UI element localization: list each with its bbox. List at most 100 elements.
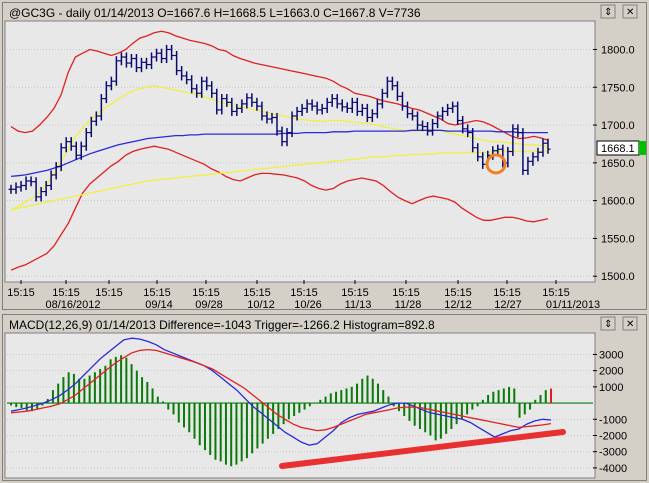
price-xtick-date: 11/13 <box>345 299 372 309</box>
price-xtick-date: 11/28 <box>395 299 422 309</box>
price-bar <box>354 97 360 116</box>
price-bar <box>43 180 49 197</box>
resize-icon: ⇕ <box>604 319 612 330</box>
price-bar <box>384 76 390 98</box>
price-xtick-date: 09/14 <box>145 299 173 309</box>
price-xtick-time: 15:15 <box>341 287 369 299</box>
price-bar <box>334 94 340 109</box>
price-xtick-date: 12/12 <box>444 299 472 309</box>
price-bar <box>8 184 14 194</box>
price-bar <box>319 103 325 115</box>
price-bar <box>475 143 481 162</box>
price-ytick-label: 1650.0 <box>601 158 635 170</box>
price-bar <box>435 111 441 129</box>
price-xtick-time: 15:15 <box>392 287 420 299</box>
price-xtick-time: 15:15 <box>7 287 35 299</box>
price-bar <box>369 109 375 123</box>
price-bar <box>209 81 215 98</box>
last-price-marker: 1668.1 <box>596 140 646 156</box>
price-bar <box>28 176 34 187</box>
slow-ma-line <box>10 150 548 211</box>
price-bar <box>409 109 415 121</box>
price-xtick-time: 15:15 <box>192 287 220 299</box>
price-bar <box>63 137 69 153</box>
price-bar <box>123 52 129 68</box>
price-xtick-time: 15:15 <box>542 287 570 299</box>
price-bar <box>399 91 405 111</box>
last-price-label: 1668.1 <box>601 143 635 155</box>
price-bar <box>284 128 290 147</box>
price-bar <box>33 177 39 202</box>
price-resize-button[interactable]: ⇕ <box>600 4 616 19</box>
price-xtick-date: 01/11/2013 <box>546 299 600 309</box>
price-bar <box>460 115 466 134</box>
price-bar <box>420 120 426 132</box>
price-xtick-date: 09/28 <box>195 299 223 309</box>
price-chart-pane[interactable]: @GC3G - daily 01/14/2013 O=1667.6 H=1668… <box>2 2 647 310</box>
price-bar <box>144 57 150 70</box>
price-bar <box>58 143 64 172</box>
price-bar <box>520 128 526 175</box>
price-bar <box>138 57 144 73</box>
price-bar <box>118 52 124 66</box>
macd-chart-svg[interactable]: MACD(12,26,9) 01/14/2013 Difference=-104… <box>3 315 646 480</box>
price-bar <box>229 97 235 116</box>
price-bar <box>179 66 185 81</box>
price-xtick-time: 15:15 <box>52 287 80 299</box>
price-bar <box>510 124 516 157</box>
price-bar <box>164 44 170 64</box>
price-bar <box>224 94 230 107</box>
price-bar <box>133 53 139 73</box>
price-bar <box>274 112 280 136</box>
macd-ytick-label: 3000 <box>599 349 623 361</box>
price-bar <box>73 141 79 160</box>
price-bar <box>309 99 315 111</box>
price-close-button[interactable]: ✕ <box>622 4 638 19</box>
macd-chart-header: MACD(12,26,9) 01/14/2013 Difference=-104… <box>9 318 435 332</box>
price-bar <box>93 111 99 126</box>
price-bar <box>339 99 345 112</box>
price-bar <box>174 50 180 76</box>
price-xtick-time: 15:15 <box>243 287 271 299</box>
macd-resize-button[interactable]: ⇕ <box>600 316 616 331</box>
price-bar <box>349 97 355 113</box>
macd-close-button[interactable]: ✕ <box>622 316 638 331</box>
price-bar <box>329 94 335 107</box>
price-bar <box>38 187 44 202</box>
price-xtick-time: 15:15 <box>493 287 521 299</box>
price-chart-header: @GC3G - daily 01/14/2013 O=1667.6 H=1668… <box>9 6 421 20</box>
close-icon: ✕ <box>626 7 634 18</box>
price-xtick-time: 15:15 <box>444 287 472 299</box>
price-bar <box>304 99 310 113</box>
price-bar <box>78 141 84 160</box>
price-bar <box>279 126 285 147</box>
price-bar <box>189 75 195 94</box>
macd-ytick-label: -1000 <box>599 414 627 426</box>
price-bar <box>88 116 94 138</box>
price-bar <box>294 106 300 121</box>
price-bar <box>169 44 175 61</box>
price-bar <box>219 94 225 115</box>
macd-ytick-label: -2000 <box>599 430 627 442</box>
macd-difference-line <box>10 337 552 446</box>
price-bar <box>289 111 295 138</box>
price-bar <box>495 144 501 156</box>
lower-band-line <box>10 145 549 271</box>
price-bar <box>455 101 461 126</box>
price-bar <box>98 94 104 121</box>
price-bar <box>450 101 456 113</box>
price-bar <box>374 99 380 119</box>
fast-ma-line <box>10 85 549 211</box>
price-bar <box>530 152 536 166</box>
price-bar <box>83 128 89 151</box>
price-chart-svg[interactable]: @GC3G - daily 01/14/2013 O=1667.6 H=1668… <box>3 3 646 309</box>
price-bar <box>425 122 431 136</box>
price-bar <box>535 147 541 162</box>
price-bar <box>445 103 451 116</box>
price-bar <box>254 97 260 111</box>
price-bar <box>465 124 471 138</box>
macd-chart-pane[interactable]: MACD(12,26,9) 01/14/2013 Difference=-104… <box>2 314 647 481</box>
price-bar <box>154 48 160 62</box>
price-bar <box>470 128 476 153</box>
price-bar <box>103 81 109 104</box>
